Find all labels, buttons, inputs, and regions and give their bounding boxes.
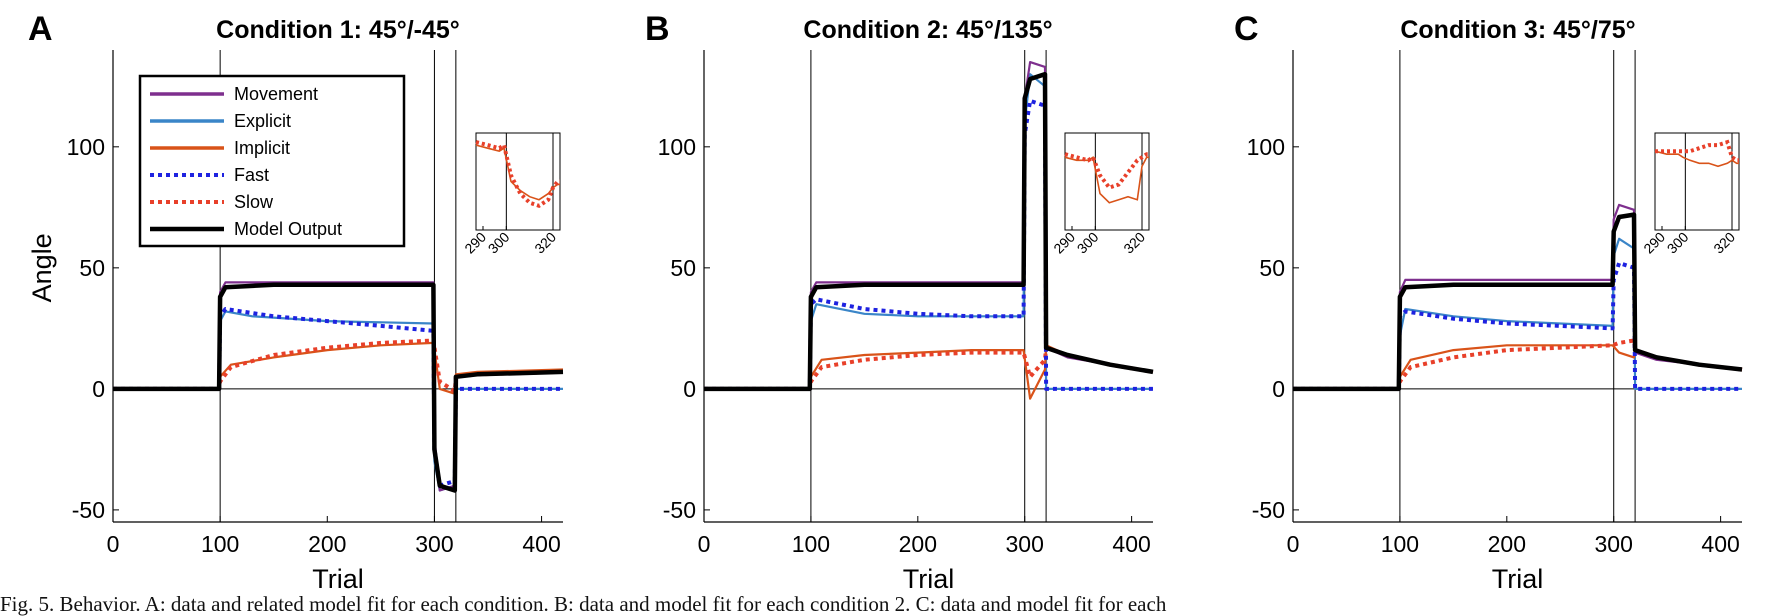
y-tick-label: -50 [72, 497, 105, 523]
y-tick-label: 100 [1247, 134, 1285, 160]
legend-frame [138, 74, 406, 248]
y-tick-label: 0 [92, 376, 105, 402]
x-tick-label: 400 [1112, 531, 1150, 557]
panel-letter: A [28, 10, 53, 48]
series-explicit [113, 310, 563, 492]
y-tick-label: -50 [663, 497, 696, 523]
panel-b: B Condition 2: 45°/135°0 100 200 300 400-5005… [645, 10, 1154, 592]
series-fast [704, 98, 1153, 391]
inset-tick-label: 290 [1050, 229, 1078, 257]
figure: A Condition 1: 45°/-45°0 100 200 300 400-5005… [27, 10, 1743, 592]
legend-label-implicit: Implicit [234, 138, 290, 158]
inset-frame [1064, 132, 1150, 231]
x-axis-label: Trial [903, 564, 955, 592]
series-model-output [704, 71, 1154, 392]
y-tick-label: 0 [1272, 376, 1285, 402]
inset-tick-label: 300 [485, 229, 513, 257]
panel-c: C Condition 3: 45°/75°0 100 200 300 400-50050… [1234, 10, 1743, 592]
x-tick-label: 0 [1287, 531, 1300, 557]
series-model-output [113, 282, 564, 493]
legend-label-fast: Fast [234, 165, 269, 185]
inset-series-implicit [475, 144, 560, 201]
inset-tick-label: 300 [1074, 229, 1102, 257]
x-tick-label: 100 [792, 531, 830, 557]
inset-frame [475, 132, 561, 231]
panel-title: Condition 2: 45°/135° [803, 16, 1052, 44]
series-movement [113, 281, 564, 492]
series-slow [113, 338, 564, 394]
x-tick-label: 200 [308, 531, 346, 557]
series-fast [1293, 261, 1742, 391]
x-axis-label: Trial [1492, 564, 1544, 592]
y-tick-label: -50 [1252, 497, 1285, 523]
x-tick-label: 200 [1488, 531, 1526, 557]
panel-title: Condition 3: 45°/75° [1400, 16, 1635, 44]
y-tick-label: 50 [1259, 255, 1285, 281]
inset-tick-label: 290 [1640, 229, 1668, 257]
x-axis-label: Trial [312, 564, 364, 592]
x-tick-label: 400 [1701, 531, 1739, 557]
series-implicit [113, 341, 564, 395]
inset-series-implicit [1064, 155, 1149, 204]
x-tick-label: 100 [201, 531, 239, 557]
x-tick-label: 0 [698, 531, 711, 557]
legend-label-slow: Slow [234, 192, 274, 212]
panel-letter: C [1234, 10, 1259, 48]
inset-tick-label: 320 [1120, 229, 1148, 257]
series-slow [1293, 338, 1743, 391]
y-tick-label: 50 [79, 255, 105, 281]
panel-a: A Condition 1: 45°/-45°0 100 200 300 400-5005… [27, 10, 564, 592]
panel-letter: B [645, 10, 670, 48]
x-tick-label: 300 [415, 531, 453, 557]
y-tick-label: 50 [670, 255, 696, 281]
x-tick-label: 200 [899, 531, 937, 557]
y-axis-label: Angle [27, 233, 57, 302]
x-tick-label: 300 [1006, 531, 1044, 557]
y-tick-label: 100 [67, 134, 105, 160]
series-explicit [1293, 237, 1742, 390]
x-tick-label: 0 [107, 531, 120, 557]
inset-tick-label: 320 [531, 229, 559, 257]
legend-label-movement: Movement [234, 84, 318, 104]
legend-label-explicit: Explicit [234, 111, 291, 131]
panel-title: Condition 1: 45°/-45° [216, 16, 460, 44]
series-fast [113, 307, 563, 488]
series-explicit [704, 73, 1153, 390]
y-tick-label: 100 [658, 134, 696, 160]
series-implicit [1293, 344, 1743, 390]
x-tick-label: 400 [522, 531, 560, 557]
inset-tick-label: 290 [461, 229, 489, 257]
inset-series-implicit [1654, 150, 1739, 168]
inset-tick-label: 320 [1710, 229, 1738, 257]
series-slow [704, 345, 1154, 391]
y-tick-label: 0 [683, 376, 696, 402]
inset-series-slow [1655, 139, 1739, 163]
legend: Movement Explicit Implicit Fast Slow Model Ou… [138, 74, 406, 248]
x-tick-label: 100 [1381, 531, 1419, 557]
figure-caption: Fig. 5. Behavior. A: data and related mo… [0, 592, 1167, 616]
x-tick-label: 300 [1595, 531, 1633, 557]
inset-tick-label: 300 [1664, 229, 1692, 257]
legend-label-model-output: Model Output [234, 219, 342, 239]
series-model-output [1293, 212, 1743, 392]
